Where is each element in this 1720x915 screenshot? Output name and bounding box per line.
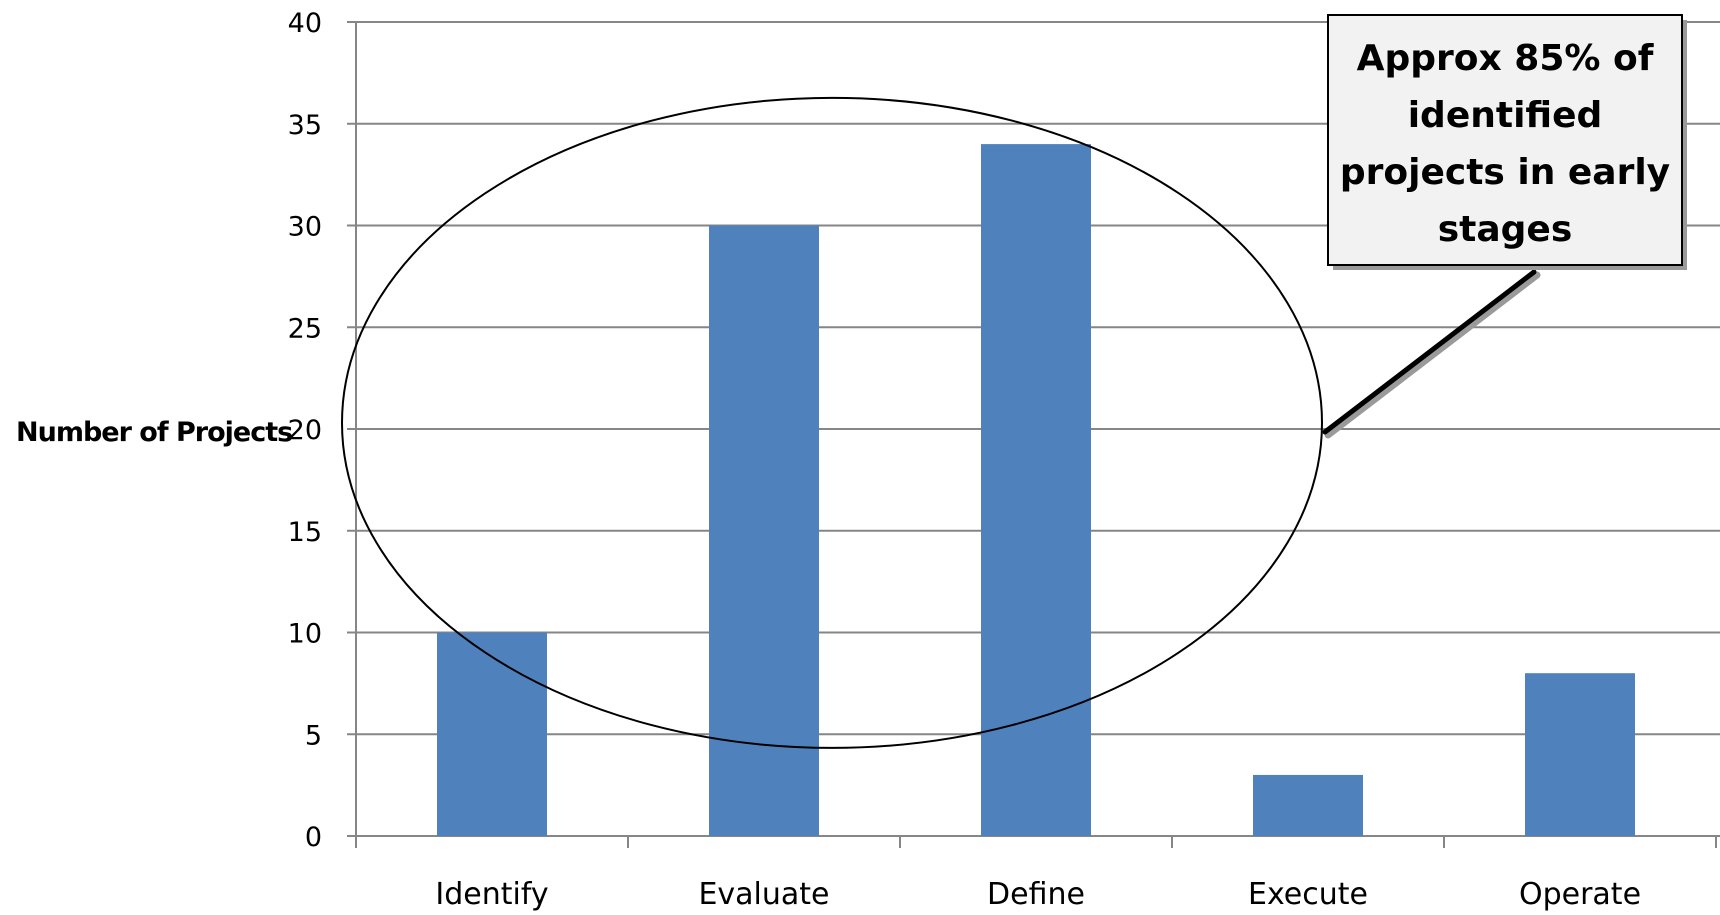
- y-tick-label: 20: [288, 415, 322, 446]
- y-tick-label: 35: [288, 110, 322, 141]
- callout-text-line: projects in early: [1340, 152, 1670, 193]
- bar-execute: [1253, 774, 1363, 836]
- callout-box: [1327, 14, 1683, 266]
- x-category-labels: Identify Evaluate Define Execute Operate: [355, 836, 1717, 912]
- y-axis-label: Number of Projects: [16, 417, 292, 448]
- x-category-label: Execute: [1248, 877, 1368, 912]
- y-tick-label: 0: [305, 822, 322, 853]
- y-tick-label: 30: [288, 212, 322, 243]
- callout-text: Approx 85% of identified projects in early…: [1340, 38, 1670, 250]
- callout-text-line: stages: [1438, 209, 1573, 250]
- callout-text-line: Approx 85% of: [1357, 38, 1654, 79]
- callout-pointer-shadow: [1324, 271, 1541, 439]
- y-tick-label: 40: [288, 8, 322, 39]
- early-stage-ellipse: [341, 96, 1323, 749]
- bar-evaluate: [709, 225, 819, 836]
- x-category-label: Identify: [435, 877, 548, 912]
- x-category-label: Operate: [1519, 877, 1641, 912]
- y-tick-label: 10: [288, 619, 322, 650]
- x-category-label: Define: [987, 877, 1085, 912]
- y-tick-label: 25: [288, 313, 322, 344]
- annotation-callout: Approx 85% of identified projects in early…: [1322, 14, 1687, 439]
- y-tick-label: 15: [288, 517, 322, 548]
- bars: [437, 144, 1635, 837]
- x-category-label: Evaluate: [698, 877, 829, 912]
- y-tick-labels: 0 5 10 15 20 25 30 35 40: [288, 8, 356, 853]
- y-tick-label: 5: [305, 720, 322, 751]
- bar-operate: [1525, 673, 1635, 836]
- bar-define: [981, 144, 1091, 837]
- bar-identify: [437, 632, 547, 836]
- callout-pointer: [1322, 269, 1537, 435]
- callout-text-line: identified: [1408, 95, 1603, 136]
